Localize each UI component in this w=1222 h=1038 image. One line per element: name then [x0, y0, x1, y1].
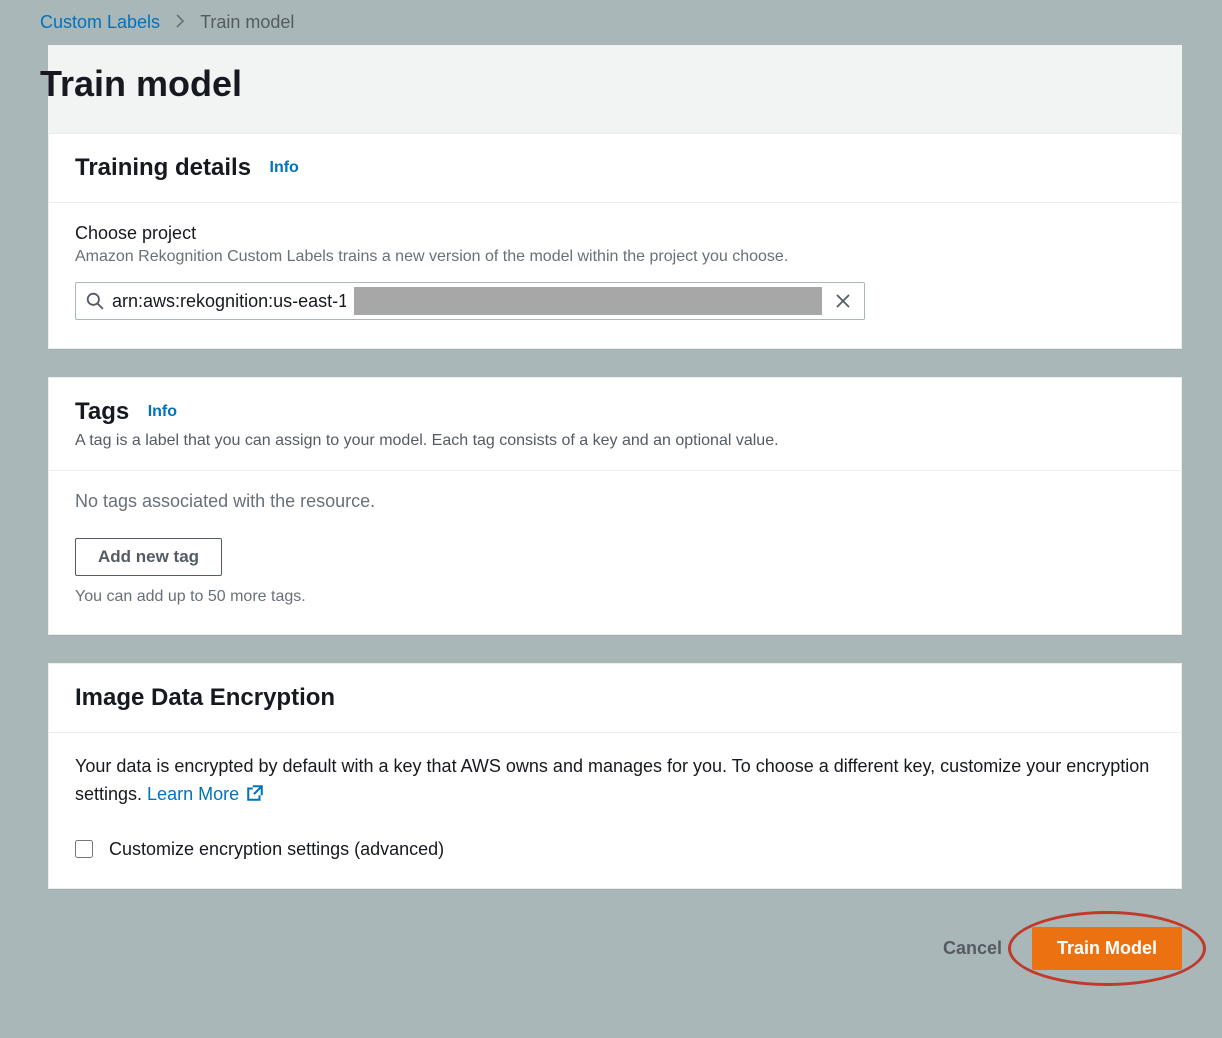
encryption-panel: Image Data Encryption Your data is encry…	[48, 663, 1182, 889]
customize-encryption-checkbox[interactable]	[75, 840, 93, 858]
encryption-body: Your data is encrypted by default with a…	[49, 733, 1181, 888]
tags-subtitle: A tag is a label that you can assign to …	[75, 432, 1155, 450]
redacted-arn	[354, 287, 822, 315]
cancel-button[interactable]: Cancel	[943, 938, 1002, 959]
train-model-highlight: Train Model	[1032, 927, 1182, 970]
learn-more-text: Learn More	[147, 784, 239, 804]
page-actions: Cancel Train Model	[48, 917, 1182, 1000]
breadcrumb-parent-link[interactable]: Custom Labels	[40, 12, 160, 33]
breadcrumb-current: Train model	[200, 12, 294, 33]
choose-project-input[interactable]	[104, 291, 354, 312]
clear-project-button[interactable]	[828, 286, 858, 316]
add-new-tag-button[interactable]: Add new tag	[75, 538, 222, 576]
encryption-header: Image Data Encryption	[49, 664, 1181, 733]
tags-limit-note: You can add up to 50 more tags.	[75, 588, 1155, 606]
choose-project-help: Amazon Rekognition Custom Labels trains …	[75, 248, 1155, 266]
tags-panel: Tags Info A tag is a label that you can …	[48, 377, 1182, 635]
train-model-button[interactable]: Train Model	[1032, 927, 1182, 970]
close-icon	[835, 293, 851, 309]
learn-more-link[interactable]: Learn More	[147, 784, 264, 804]
choose-project-input-wrap[interactable]	[75, 282, 865, 320]
training-details-body: Choose project Amazon Rekognition Custom…	[49, 203, 1181, 348]
search-icon	[86, 292, 104, 310]
breadcrumb: Custom Labels Train model	[0, 0, 1222, 45]
tags-title: Tags	[75, 398, 129, 426]
training-details-info-link[interactable]: Info	[270, 159, 299, 176]
training-details-panel: Training details Info Choose project Ama…	[48, 133, 1182, 349]
customize-encryption-row: Customize encryption settings (advanced)	[75, 839, 1155, 860]
customize-encryption-label[interactable]: Customize encryption settings (advanced)	[109, 839, 444, 860]
training-details-title: Training details	[75, 154, 251, 182]
tags-info-link[interactable]: Info	[148, 403, 177, 420]
encryption-text: Your data is encrypted by default with a…	[75, 753, 1155, 811]
tags-header: Tags Info A tag is a label that you can …	[49, 378, 1181, 471]
page-header: Train model	[48, 45, 1182, 133]
external-link-icon	[246, 783, 264, 811]
page-title: Train model	[40, 63, 1154, 105]
chevron-right-icon	[174, 12, 186, 33]
choose-project-label: Choose project	[75, 223, 1155, 244]
tags-body: No tags associated with the resource. Ad…	[49, 471, 1181, 634]
page-container: Train model Training details Info Choose…	[48, 45, 1182, 1000]
tags-empty-text: No tags associated with the resource.	[75, 491, 1155, 512]
encryption-title: Image Data Encryption	[75, 684, 335, 712]
training-details-header: Training details Info	[49, 134, 1181, 203]
